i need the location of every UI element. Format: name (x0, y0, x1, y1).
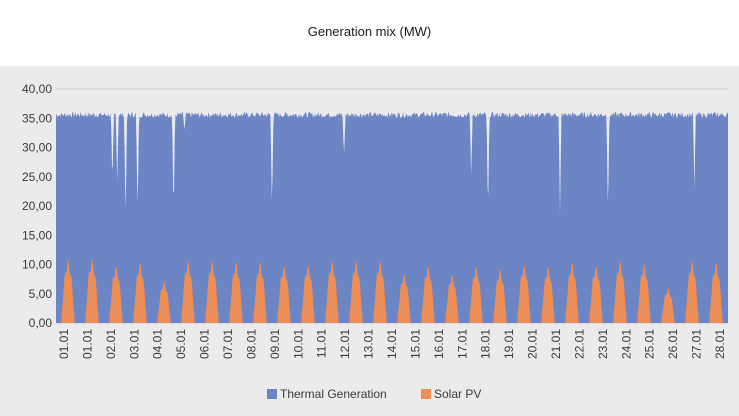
x-tick-label: 24.01 (619, 329, 633, 359)
solar-pv-day-18 (469, 267, 483, 323)
solar-pv-day-15 (397, 274, 411, 323)
solar-pv-day-12 (325, 261, 339, 323)
y-tick-label: 10,00 (22, 258, 52, 272)
legend-label-thermal: Thermal Generation (280, 387, 387, 401)
solar-pv-day-3 (109, 267, 123, 323)
x-tick-label: 06.01 (198, 329, 212, 359)
x-tick-label: 03.01 (127, 329, 141, 359)
solar-pv-day-14 (373, 261, 387, 323)
solar-pv-day-22 (565, 263, 579, 323)
x-tick-label: 19.01 (502, 329, 516, 359)
legend-label-solar: Solar PV (434, 387, 481, 401)
solar-pv-day-10 (277, 266, 291, 323)
x-tick-label: 11.01 (315, 329, 329, 358)
x-tick-label: 22.01 (572, 329, 586, 359)
x-tick-label: 07.01 (221, 329, 235, 359)
x-tick-label: 16.01 (432, 329, 446, 359)
solar-pv-day-19 (493, 269, 507, 323)
legend-swatch-thermal (267, 389, 277, 399)
legend: Thermal Generation Solar PV (267, 387, 481, 401)
solar-pv-day-21 (541, 267, 555, 323)
solar-pv-day-1 (61, 260, 75, 323)
solar-pv-day-16 (421, 267, 435, 323)
solar-pv-day-27 (685, 261, 699, 323)
x-tick-label: 12.01 (338, 329, 352, 359)
solar-pv-day-11 (301, 265, 315, 323)
y-tick-label: 25,00 (22, 170, 52, 184)
x-tick-label: 01.01 (80, 329, 94, 359)
y-tick-label: 35,00 (22, 111, 52, 125)
x-tick-label: 20.01 (526, 329, 540, 359)
x-tick-label: 14.01 (385, 329, 399, 359)
solar-pv-day-17 (445, 275, 459, 323)
area-layer (56, 111, 728, 323)
solar-pv-day-5 (157, 281, 171, 323)
solar-pv-day-7 (205, 261, 219, 323)
chart-title: Generation mix (MW) (307, 24, 432, 39)
x-tick-label: 10.01 (291, 329, 305, 359)
x-tick-label: 23.01 (596, 329, 610, 359)
thermal-generation-area (56, 111, 728, 323)
y-tick-label: 20,00 (22, 199, 52, 213)
legend-swatch-solar (421, 389, 431, 399)
axis-layer: 0,00 5,00 10,00 15,00 20,00 25,00 30,00 35,00 40… (22, 82, 727, 359)
y-tick-label: 15,00 (22, 228, 52, 242)
x-tick-label: 28.01 (713, 329, 727, 359)
solar-pv-day-6 (181, 261, 195, 323)
x-tick-label: 01.01 (57, 329, 71, 359)
x-tick-label: 18.01 (479, 329, 493, 359)
y-tick-label: 40,00 (22, 82, 52, 96)
x-tick-label: 17.01 (455, 329, 469, 359)
solar-pv-day-9 (253, 262, 267, 323)
y-tick-label: 0,00 (29, 316, 53, 330)
solar-pv-day-2 (85, 260, 99, 323)
solar-pv-day-23 (589, 266, 603, 323)
x-tick-label: 25.01 (643, 329, 657, 359)
solar-pv-day-25 (637, 264, 651, 323)
solar-pv-day-4 (133, 264, 147, 323)
x-tick-label: 13.01 (362, 329, 376, 359)
solar-pv-day-26 (661, 288, 675, 323)
x-tick-label: 02.01 (104, 329, 118, 359)
y-tick-label: 5,00 (29, 287, 53, 301)
solar-pv-day-20 (517, 265, 531, 323)
solar-pv-day-8 (229, 262, 243, 323)
x-tick-label: 04.01 (151, 329, 165, 359)
x-tick-label: 27.01 (690, 329, 704, 359)
y-tick-label: 30,00 (22, 141, 52, 155)
solar-pv-day-24 (613, 261, 627, 323)
solar-pv-day-28 (709, 263, 723, 323)
x-tick-label: 21.01 (549, 329, 563, 359)
x-tick-label: 26.01 (666, 329, 680, 359)
x-tick-label: 08.01 (244, 329, 258, 359)
x-tick-label: 05.01 (174, 329, 188, 359)
solar-pv-day-13 (349, 261, 363, 323)
x-tick-label: 09.01 (268, 329, 282, 359)
x-tick-label: 15.01 (408, 329, 422, 359)
